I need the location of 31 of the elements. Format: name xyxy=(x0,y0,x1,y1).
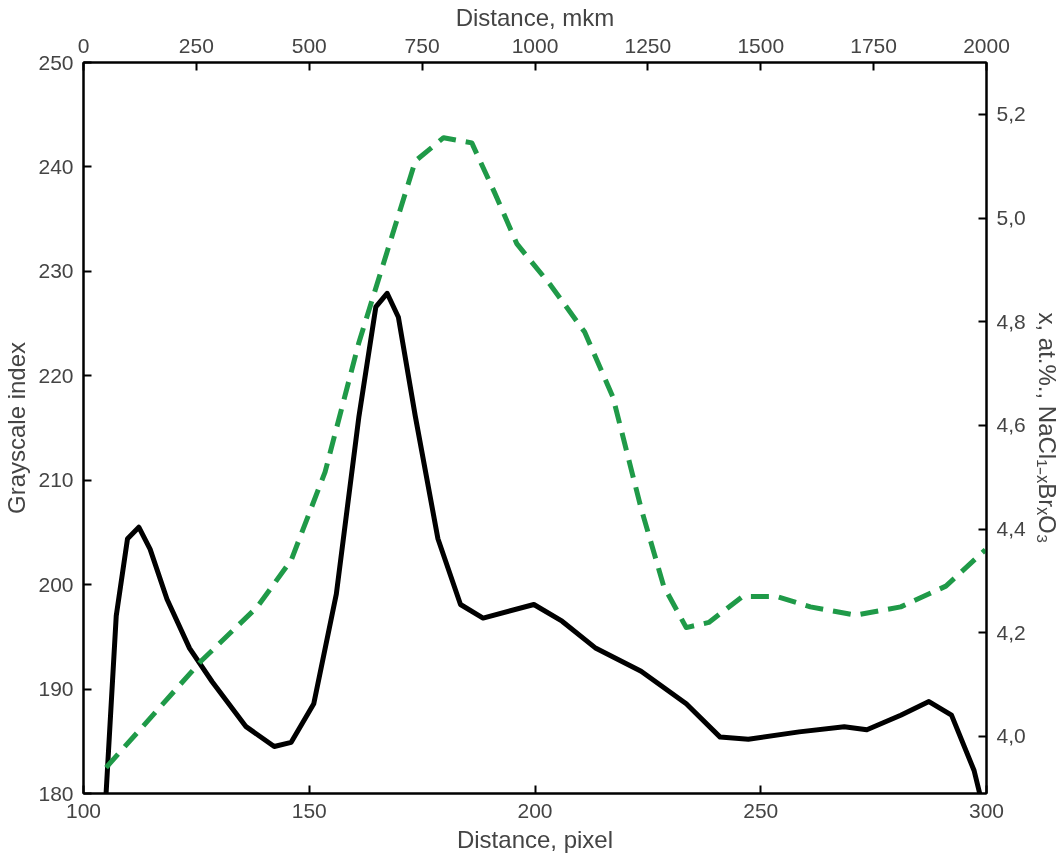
y-tick-label: 250 xyxy=(38,50,74,74)
x-tick-label: 300 xyxy=(968,798,1005,822)
y-tick-label: 220 xyxy=(38,363,74,387)
x2-tick-label: 1250 xyxy=(624,33,672,57)
x2-tick-label: 1750 xyxy=(850,33,897,57)
x2-tick-label: 1000 xyxy=(511,33,559,57)
y-tick-label: 210 xyxy=(38,468,74,492)
y2-tick-label: 5,2 xyxy=(996,102,1026,126)
x-tick-label: 250 xyxy=(743,798,779,822)
y2-axis-title: x, at.%., NaCl₁₋ₓBrₓO₃ xyxy=(1033,312,1061,544)
x2-tick-label: 500 xyxy=(291,33,327,57)
y-tick-label: 190 xyxy=(38,677,74,701)
y2-tick-label: 4,2 xyxy=(996,620,1026,644)
y2-tick-label: 4,4 xyxy=(996,517,1027,541)
x-tick-label: 150 xyxy=(291,798,327,822)
x2-tick-label: 1500 xyxy=(737,33,785,57)
y2-tick-label: 4,6 xyxy=(996,413,1026,437)
y2-tick-label: 4,8 xyxy=(996,309,1026,333)
y-tick-label: 230 xyxy=(38,259,74,283)
y-tick-label: 200 xyxy=(38,572,74,596)
x2-axis-title: Distance, mkm xyxy=(455,3,615,31)
x-axis-title: Distance, pixel xyxy=(456,825,614,853)
y2-tick-label: 4,0 xyxy=(996,724,1026,748)
x2-tick-label: 750 xyxy=(404,33,440,57)
x-tick-label: 200 xyxy=(517,798,553,822)
x2-tick-label: 0 xyxy=(77,33,90,57)
x2-tick-label: 250 xyxy=(178,33,214,57)
y-axis-title: Grayscale index xyxy=(3,341,31,515)
x2-tick-label: 2000 xyxy=(963,33,1010,57)
y-tick-label: 240 xyxy=(38,154,74,178)
y2-tick-label: 5,0 xyxy=(996,206,1026,230)
